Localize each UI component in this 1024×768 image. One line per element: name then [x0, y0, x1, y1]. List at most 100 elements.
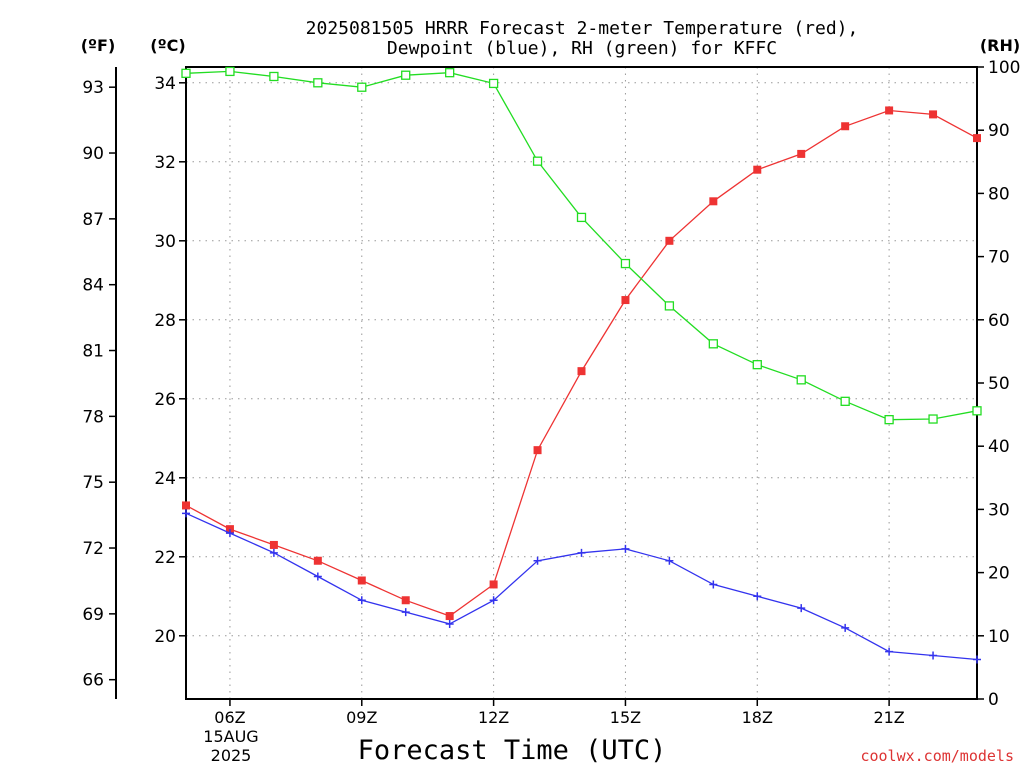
fahrenheit-tick-label: 72 [82, 539, 104, 559]
fahrenheit-tick-label: 90 [82, 144, 104, 164]
temperature-point [929, 110, 938, 119]
dewpoint-point [269, 548, 278, 557]
temperature-point [841, 122, 850, 131]
dewpoint-series [182, 509, 981, 664]
temperature-point [665, 236, 674, 245]
dewpoint-point [313, 572, 322, 581]
temperature-point [313, 556, 322, 565]
data-series [181, 66, 982, 664]
dewpoint-point [445, 619, 454, 628]
dewpoint-point [577, 548, 586, 557]
axis-ticks: 20 22 24 26 28 30 32 34 66 69 72 75 78 81 84 87 90 93 0 10 2… [82, 58, 1020, 727]
x-tick-label: 06Z [214, 708, 245, 727]
fahrenheit-tick-label: 81 [82, 342, 104, 362]
temperature-point [621, 296, 630, 305]
temperature-point [182, 501, 190, 510]
plot-frame [185, 66, 978, 700]
rh-tick-label: 80 [988, 184, 1010, 204]
rh-tick-label: 20 [988, 564, 1010, 584]
x-tick-label: 12Z [478, 708, 509, 727]
celsius-tick-label: 30 [154, 232, 176, 252]
rh-point [752, 360, 762, 370]
rh-point [401, 70, 411, 80]
rh-unit-label: (RH) [980, 36, 1020, 55]
dewpoint-point [841, 623, 850, 632]
date-label-day: 15AUG [203, 727, 258, 746]
dewpoint-point [533, 556, 542, 565]
rh-point [445, 68, 455, 78]
rh-series [181, 66, 982, 425]
chart-subtitle: Dewpoint (blue), RH (green) for KFFC [387, 38, 777, 59]
rh-point [708, 339, 718, 349]
temperature-point [357, 576, 366, 585]
x-tick-label: 09Z [346, 708, 377, 727]
temperature-point [973, 134, 981, 143]
rh-tick-label: 100 [988, 58, 1020, 78]
temperature-point [489, 580, 498, 589]
rh-point [532, 156, 543, 166]
rh-point [620, 258, 631, 269]
dewpoint-point [973, 655, 981, 664]
fahrenheit-tick-label: 87 [82, 210, 104, 230]
fahrenheit-unit-label: (ºF) [81, 36, 116, 55]
x-axis-title: Forecast Time (UTC) [358, 735, 667, 766]
credit-label: coolwx.com/models [860, 747, 1014, 765]
dewpoint-point [489, 596, 498, 605]
rh-point [269, 71, 279, 82]
celsius-tick-label: 22 [154, 548, 176, 568]
celsius-tick-label: 26 [154, 390, 176, 410]
temperature-series [182, 106, 981, 621]
celsius-tick-label: 20 [154, 627, 176, 647]
temperature-point [709, 197, 718, 206]
fahrenheit-tick-label: 66 [82, 671, 104, 691]
dewpoint-point [753, 592, 762, 601]
temperature-point [533, 446, 542, 455]
dewpoint-point [357, 596, 366, 605]
rh-tick-label: 0 [988, 690, 999, 710]
rh-point [488, 78, 499, 89]
temperature-point [401, 596, 410, 605]
fahrenheit-tick-label: 69 [82, 605, 104, 625]
temperature-point [445, 612, 454, 621]
dewpoint-point [709, 580, 718, 589]
dewpoint-point [225, 529, 234, 538]
rh-point [972, 406, 982, 416]
temperature-point [577, 367, 586, 376]
rh-tick-label: 50 [988, 374, 1010, 394]
rh-point [181, 68, 191, 78]
dewpoint-point [797, 604, 806, 613]
fahrenheit-tick-label: 78 [82, 407, 104, 427]
rh-tick-label: 40 [988, 437, 1010, 457]
fahrenheit-tick-label: 93 [82, 78, 104, 98]
dewpoint-point [929, 651, 938, 660]
rh-point [796, 375, 806, 385]
temperature-line [185, 109, 978, 617]
rh-tick-label: 30 [988, 500, 1010, 520]
rh-point [357, 82, 367, 92]
dewpoint-point [182, 509, 190, 518]
dewpoint-line [185, 512, 978, 661]
rh-point [576, 212, 587, 223]
rh-tick-label: 90 [988, 121, 1010, 141]
temperature-point [269, 540, 278, 549]
rh-point [928, 414, 938, 424]
dewpoint-point [665, 556, 674, 565]
gridlines [186, 67, 977, 699]
dewpoint-point [401, 608, 410, 617]
fahrenheit-tick-label: 84 [82, 276, 104, 296]
rh-point [664, 301, 675, 311]
dewpoint-point [621, 544, 630, 553]
x-tick-label: 18Z [742, 708, 773, 727]
rh-point [225, 66, 235, 77]
rh-tick-label: 60 [988, 311, 1010, 331]
rh-point [884, 415, 894, 425]
temperature-point [753, 165, 762, 174]
rh-tick-label: 70 [988, 248, 1010, 268]
rh-point [313, 78, 323, 88]
celsius-tick-label: 28 [154, 311, 176, 331]
celsius-tick-label: 24 [154, 469, 176, 489]
dewpoint-point [885, 647, 894, 656]
x-tick-label: 21Z [873, 708, 904, 727]
x-tick-label: 15Z [610, 708, 641, 727]
